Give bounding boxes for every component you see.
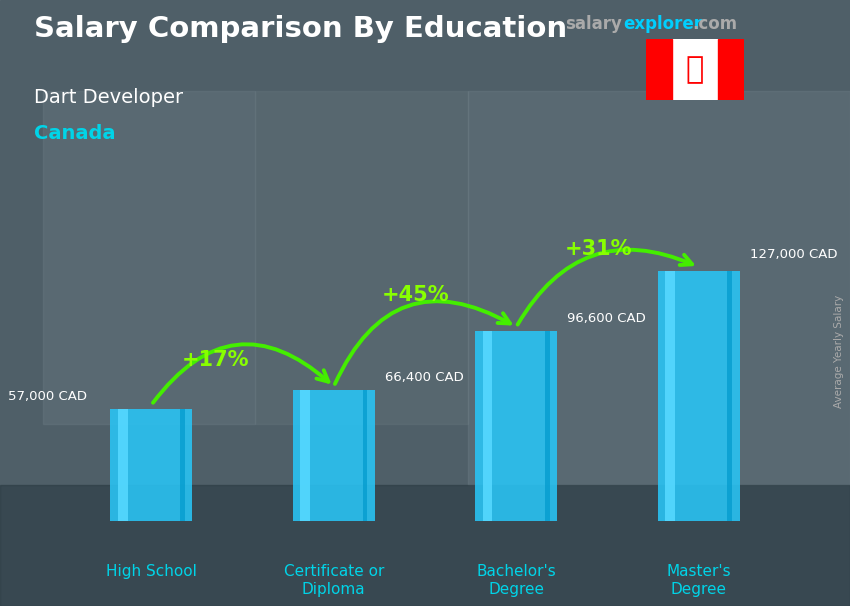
Text: .com: .com xyxy=(693,15,738,33)
Text: 127,000 CAD: 127,000 CAD xyxy=(750,248,837,261)
Bar xyxy=(110,409,192,521)
Text: Canada: Canada xyxy=(34,124,116,143)
Text: 🍁: 🍁 xyxy=(686,55,704,84)
Bar xyxy=(42,91,255,424)
Text: 96,600 CAD: 96,600 CAD xyxy=(567,312,646,325)
Bar xyxy=(728,271,733,521)
Text: Certificate or
Diploma: Certificate or Diploma xyxy=(284,565,384,597)
Bar xyxy=(300,390,310,521)
Bar xyxy=(117,409,128,521)
Bar xyxy=(0,485,850,606)
Bar xyxy=(545,331,550,521)
Text: Average Yearly Salary: Average Yearly Salary xyxy=(834,295,844,408)
Text: 66,400 CAD: 66,400 CAD xyxy=(385,371,463,384)
Bar xyxy=(292,390,375,521)
Text: Dart Developer: Dart Developer xyxy=(34,88,183,107)
Bar xyxy=(646,39,672,100)
Bar xyxy=(717,39,744,100)
Text: Bachelor's
Degree: Bachelor's Degree xyxy=(476,565,556,597)
Bar xyxy=(483,331,492,521)
Text: salary: salary xyxy=(565,15,622,33)
Text: Master's
Degree: Master's Degree xyxy=(666,565,731,597)
Text: 57,000 CAD: 57,000 CAD xyxy=(8,390,88,403)
Bar xyxy=(658,271,740,521)
Bar xyxy=(180,409,185,521)
Bar xyxy=(475,331,558,521)
Text: explorer: explorer xyxy=(623,15,702,33)
Bar xyxy=(468,91,850,485)
Text: Salary Comparison By Education: Salary Comparison By Education xyxy=(34,15,567,43)
Bar xyxy=(362,390,367,521)
Text: +45%: +45% xyxy=(382,285,450,305)
Bar xyxy=(255,91,468,424)
Text: +31%: +31% xyxy=(564,239,632,259)
Text: High School: High School xyxy=(106,565,197,579)
Text: +17%: +17% xyxy=(181,350,249,370)
Bar xyxy=(665,271,675,521)
